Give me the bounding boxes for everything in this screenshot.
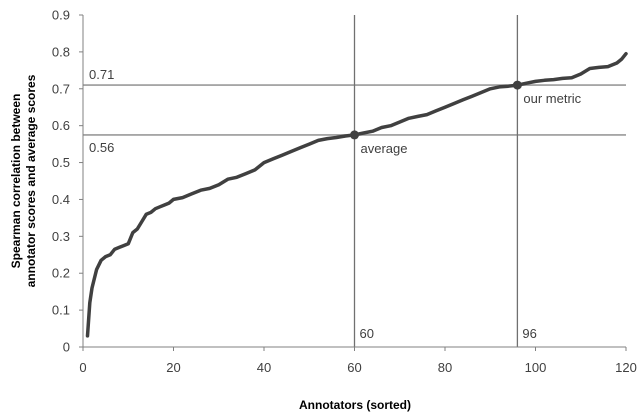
y-tick-label: 0 (63, 340, 70, 355)
x-tick-label: 0 (79, 360, 86, 375)
vertical-reference-label: 96 (522, 326, 536, 341)
y-tick-label: 0.3 (52, 229, 70, 244)
y-tick-label: 0.8 (52, 44, 70, 59)
y-tick-label: 0.6 (52, 118, 70, 133)
reference-lines (83, 15, 626, 347)
markers-group (350, 80, 522, 140)
series-group (85, 51, 628, 338)
x-tick-label: 40 (257, 360, 271, 375)
data-point-marker (350, 130, 359, 140)
annotations-group: 0.71 0.56 60 96 average our metric (89, 67, 582, 341)
data-point-marker (512, 80, 522, 90)
x-tick-label: 80 (438, 360, 452, 375)
series-line (85, 51, 628, 338)
horizontal-reference-label: 0.71 (89, 67, 114, 82)
y-tick-label: 0.1 (52, 303, 70, 318)
x-tick-label: 20 (166, 360, 180, 375)
x-axis-title: Annotators (sorted) (299, 398, 411, 412)
y-axis-title-line-1: Spearman correlation between (9, 94, 23, 269)
horizontal-reference-label: 0.56 (89, 140, 114, 155)
y-tick-label: 0.2 (52, 266, 70, 281)
marker-label: our metric (523, 91, 581, 106)
marker-label: average (361, 141, 408, 156)
y-tick-label: 0.4 (52, 192, 70, 207)
x-tick-label: 60 (347, 360, 361, 375)
y-axis-title-line-2: annotator scores and average scores (24, 74, 38, 287)
vertical-reference-label: 60 (360, 326, 374, 341)
y-axis-ticks: 0 0.1 0.2 0.3 0.4 0.5 0.6 0.7 0.8 0.9 (52, 8, 83, 355)
y-tick-label: 0.5 (52, 155, 70, 170)
y-tick-label: 0.9 (52, 8, 70, 23)
y-tick-label: 0.7 (52, 81, 70, 96)
x-tick-label: 120 (615, 360, 637, 375)
x-axis-ticks: 0 20 40 60 80 100 120 (79, 347, 637, 375)
x-tick-label: 100 (525, 360, 547, 375)
